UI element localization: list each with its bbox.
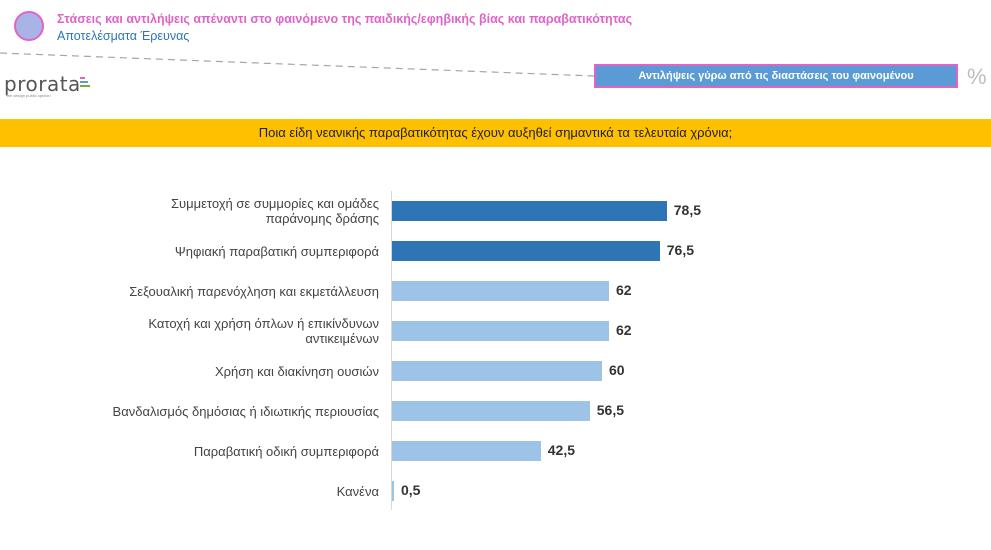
data-value-label: 78,5 [673,202,701,218]
category-label: Βανδαλισμός δημόσιας ή ιδιωτικής περιουσ… [79,404,379,419]
category-label-line: Ψηφιακή παραβατική συμπεριφορά [174,243,379,259]
report-title: Στάσεις και αντιλήψεις απέναντι στο φαιν… [57,12,633,26]
brand-bars-icon [80,77,90,89]
category-label-line: Χρήση και διακίνηση ουσιών [214,363,379,379]
brand-logo: prorata [4,72,81,96]
data-bar [392,241,660,261]
category-label: Χρήση και διακίνηση ουσιών [79,364,379,379]
percent-symbol: % [967,64,987,89]
data-value-label: 76,5 [666,242,694,258]
category-label-line: παράνομης δράσης [265,211,379,226]
category-label: Κανένα [79,484,379,499]
category-label: Κατοχή και χρήση όπλων ή επικίνδυνων αντι… [79,316,379,346]
brand-tagline: we design public opinion [7,93,51,98]
category-label-line: Σεξουαλική παρενόχληση και εκμετάλλευση [129,283,379,299]
data-bar [392,201,667,221]
category-label-line: Παραβατική οδική συμπεριφορά [193,443,379,459]
data-value-label: 60 [609,362,625,378]
section-tag: Αντιλήψεις γύρω από τις διαστάσεις του φ… [594,64,958,88]
dashed-divider [0,52,595,77]
chart-axis [391,191,392,510]
category-label: Ψηφιακή παραβατική συμπεριφορά [79,244,379,259]
category-label: Παραβατική οδική συμπεριφορά [79,444,379,459]
report-subtitle: Αποτελέσματα Έρευνας [57,29,190,43]
data-value-label: 62 [616,282,632,298]
data-value-label: 62 [616,322,632,338]
question-band: Ποια είδη νεανικής παραβατικότητας έχουν… [0,119,991,147]
category-label-line: Κανένα [336,483,379,499]
data-value-label: 56,5 [596,402,624,418]
category-label-line: Κατοχή και χρήση όπλων ή επικίνδυνων [148,316,379,331]
data-bar [392,481,394,501]
category-label: Συμμετοχή σε συμμορίες και ομάδες παράνομ… [79,196,379,226]
data-bar [392,361,602,381]
data-bar [392,441,541,461]
data-value-label: 42,5 [547,442,575,458]
data-bar [392,401,590,421]
data-bar [392,321,609,341]
survey-logo-circle [14,11,44,41]
data-bar [392,281,609,301]
data-value-label: 0,5 [401,482,421,498]
category-label: Σεξουαλική παρενόχληση και εκμετάλλευση [79,284,379,299]
category-label-line: Συμμετοχή σε συμμορίες και ομάδες [170,196,379,211]
category-label-line: Βανδαλισμός δημόσιας ή ιδιωτικής περιουσ… [112,403,379,419]
category-label-line: αντικειμένων [305,331,379,346]
